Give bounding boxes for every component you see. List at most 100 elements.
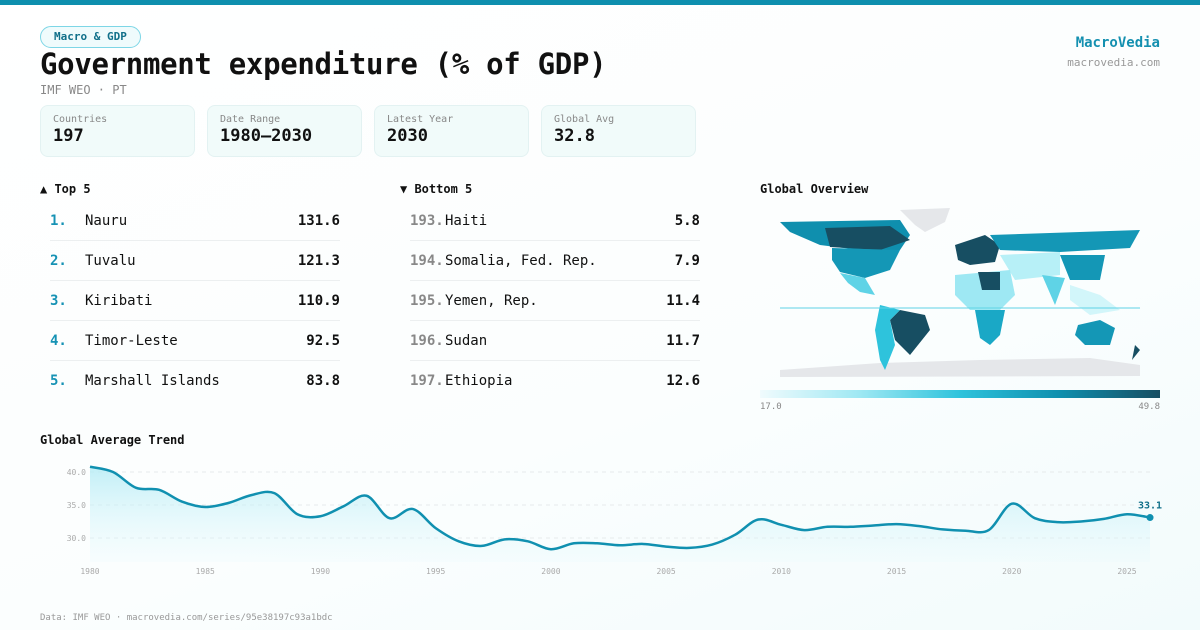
stat-label: Latest Year xyxy=(387,114,454,125)
brand-logo[interactable]: MacroVedia xyxy=(1075,35,1160,51)
country-value: 11.7 xyxy=(666,332,700,349)
x-tick-label: 1995 xyxy=(426,567,445,576)
legend-min: 17.0 xyxy=(760,402,782,412)
page-subtitle: IMF WEO · PT xyxy=(40,83,127,97)
southeast-asia[interactable] xyxy=(1070,285,1120,315)
india[interactable] xyxy=(1042,275,1065,305)
x-tick-label: 2015 xyxy=(887,567,906,576)
end-value-label: 33.1 xyxy=(1138,501,1162,512)
rank: 197. xyxy=(410,373,444,389)
list-item[interactable]: 196. Sudan 11.7 xyxy=(410,321,700,361)
brand-url[interactable]: macrovedia.com xyxy=(1067,56,1160,69)
list-item[interactable]: 3. Kiribati 110.9 xyxy=(50,281,340,321)
list-item[interactable]: 194. Somalia, Fed. Rep. 7.9 xyxy=(410,241,700,281)
antarctica[interactable] xyxy=(780,358,1140,377)
rank: 196. xyxy=(410,332,444,349)
country-value: 110.9 xyxy=(297,292,340,309)
europe[interactable] xyxy=(955,235,1000,265)
canada[interactable] xyxy=(825,226,910,250)
chart-title: Global Average Trend xyxy=(40,433,185,447)
list-item[interactable]: 1. Nauru 131.6 xyxy=(50,201,340,241)
world-map[interactable] xyxy=(760,200,1160,385)
rank: 1. xyxy=(50,212,67,229)
list-item[interactable]: 193. Haiti 5.8 xyxy=(410,201,700,241)
country-value: 12.6 xyxy=(666,373,700,389)
greenland[interactable] xyxy=(900,208,950,232)
country-name: Yemen, Rep. xyxy=(445,292,538,309)
list-item[interactable]: 2. Tuvalu 121.3 xyxy=(50,241,340,281)
stat-card-global-avg: Global Avg 32.8 xyxy=(541,105,696,157)
rank: 193. xyxy=(410,212,444,229)
bottom5-title: ▼ Bottom 5 xyxy=(400,182,473,196)
rank: 5. xyxy=(50,373,67,389)
country-name: Tuvalu xyxy=(85,252,136,269)
top5-list: 1. Nauru 131.6 2. Tuvalu 121.3 3. Kiribati 110… xyxy=(50,201,340,401)
russia[interactable] xyxy=(990,230,1140,252)
x-tick-label: 2010 xyxy=(772,567,791,576)
footer-source: Data: IMF WEO · macrovedia.com/series/95… xyxy=(40,613,333,623)
stat-card-countries: Countries 197 xyxy=(40,105,195,157)
map-title: Global Overview xyxy=(760,182,869,196)
stat-value: 32.8 xyxy=(554,126,595,146)
stat-card-latest-year: Latest Year 2030 xyxy=(374,105,529,157)
rank: 3. xyxy=(50,292,67,309)
top-accent-bar xyxy=(0,0,1200,5)
country-name: Marshall Islands xyxy=(85,373,220,389)
mexico-central-america[interactable] xyxy=(840,273,875,295)
stat-label: Countries xyxy=(53,114,108,125)
south-america-west[interactable] xyxy=(875,305,900,370)
x-tick-label: 2020 xyxy=(1002,567,1021,576)
country-value: 11.4 xyxy=(666,292,700,309)
data-point xyxy=(1146,514,1154,522)
stat-value: 197 xyxy=(53,126,84,146)
rank: 4. xyxy=(50,332,67,349)
africa-south[interactable] xyxy=(975,310,1005,345)
list-item[interactable]: 5. Marshall Islands 83.8 xyxy=(50,361,340,401)
page-title: Government expenditure (% of GDP) xyxy=(40,47,607,81)
rank: 194. xyxy=(410,252,444,269)
x-tick-label: 1990 xyxy=(311,567,330,576)
bottom5-list: 193. Haiti 5.8 194. Somalia, Fed. Rep. 7.9 1… xyxy=(410,201,700,401)
australia[interactable] xyxy=(1075,320,1115,345)
usa[interactable] xyxy=(832,248,900,278)
category-badge[interactable]: Macro & GDP xyxy=(40,26,141,48)
stat-value: 2030 xyxy=(387,126,428,146)
country-value: 121.3 xyxy=(297,252,340,269)
country-name: Timor-Leste xyxy=(85,332,178,349)
list-item[interactable]: 197. Ethiopia 12.6 xyxy=(410,361,700,401)
map-legend-bar xyxy=(760,390,1160,398)
rank: 195. xyxy=(410,292,444,309)
country-value: 131.6 xyxy=(297,212,340,229)
legend-max: 49.8 xyxy=(1138,402,1160,412)
libya[interactable] xyxy=(978,272,1000,290)
stat-value: 1980–2030 xyxy=(220,126,313,146)
stat-label: Global Avg xyxy=(554,114,615,125)
country-name: Nauru xyxy=(85,212,128,229)
country-name: Haiti xyxy=(445,212,488,229)
country-name: Kiribati xyxy=(85,292,153,309)
list-item[interactable]: 4. Timor-Leste 92.5 xyxy=(50,321,340,361)
stat-card-date-range: Date Range 1980–2030 xyxy=(207,105,362,157)
new-zealand[interactable] xyxy=(1132,345,1140,360)
country-name: Sudan xyxy=(445,332,488,349)
list-item[interactable]: 195. Yemen, Rep. 11.4 xyxy=(410,281,700,321)
country-value: 7.9 xyxy=(674,252,700,269)
top5-title: ▲ Top 5 xyxy=(40,182,91,196)
x-tick-label: 2025 xyxy=(1117,567,1136,576)
country-value: 5.8 xyxy=(674,212,700,229)
rank: 2. xyxy=(50,252,67,269)
stat-label: Date Range xyxy=(220,114,281,125)
x-tick-label: 1985 xyxy=(196,567,215,576)
asia-central[interactable] xyxy=(1000,252,1060,280)
x-tick-label: 1980 xyxy=(80,567,99,576)
country-name: Somalia, Fed. Rep. xyxy=(445,252,597,269)
china[interactable] xyxy=(1060,255,1105,280)
x-tick-label: 2000 xyxy=(541,567,560,576)
y-tick-label: 40.0 xyxy=(67,468,86,477)
country-name: Ethiopia xyxy=(445,373,513,389)
country-value: 83.8 xyxy=(306,373,340,389)
y-tick-label: 35.0 xyxy=(67,501,86,510)
brazil[interactable] xyxy=(890,310,930,355)
trend-area xyxy=(90,466,1151,562)
x-tick-label: 2005 xyxy=(656,567,675,576)
